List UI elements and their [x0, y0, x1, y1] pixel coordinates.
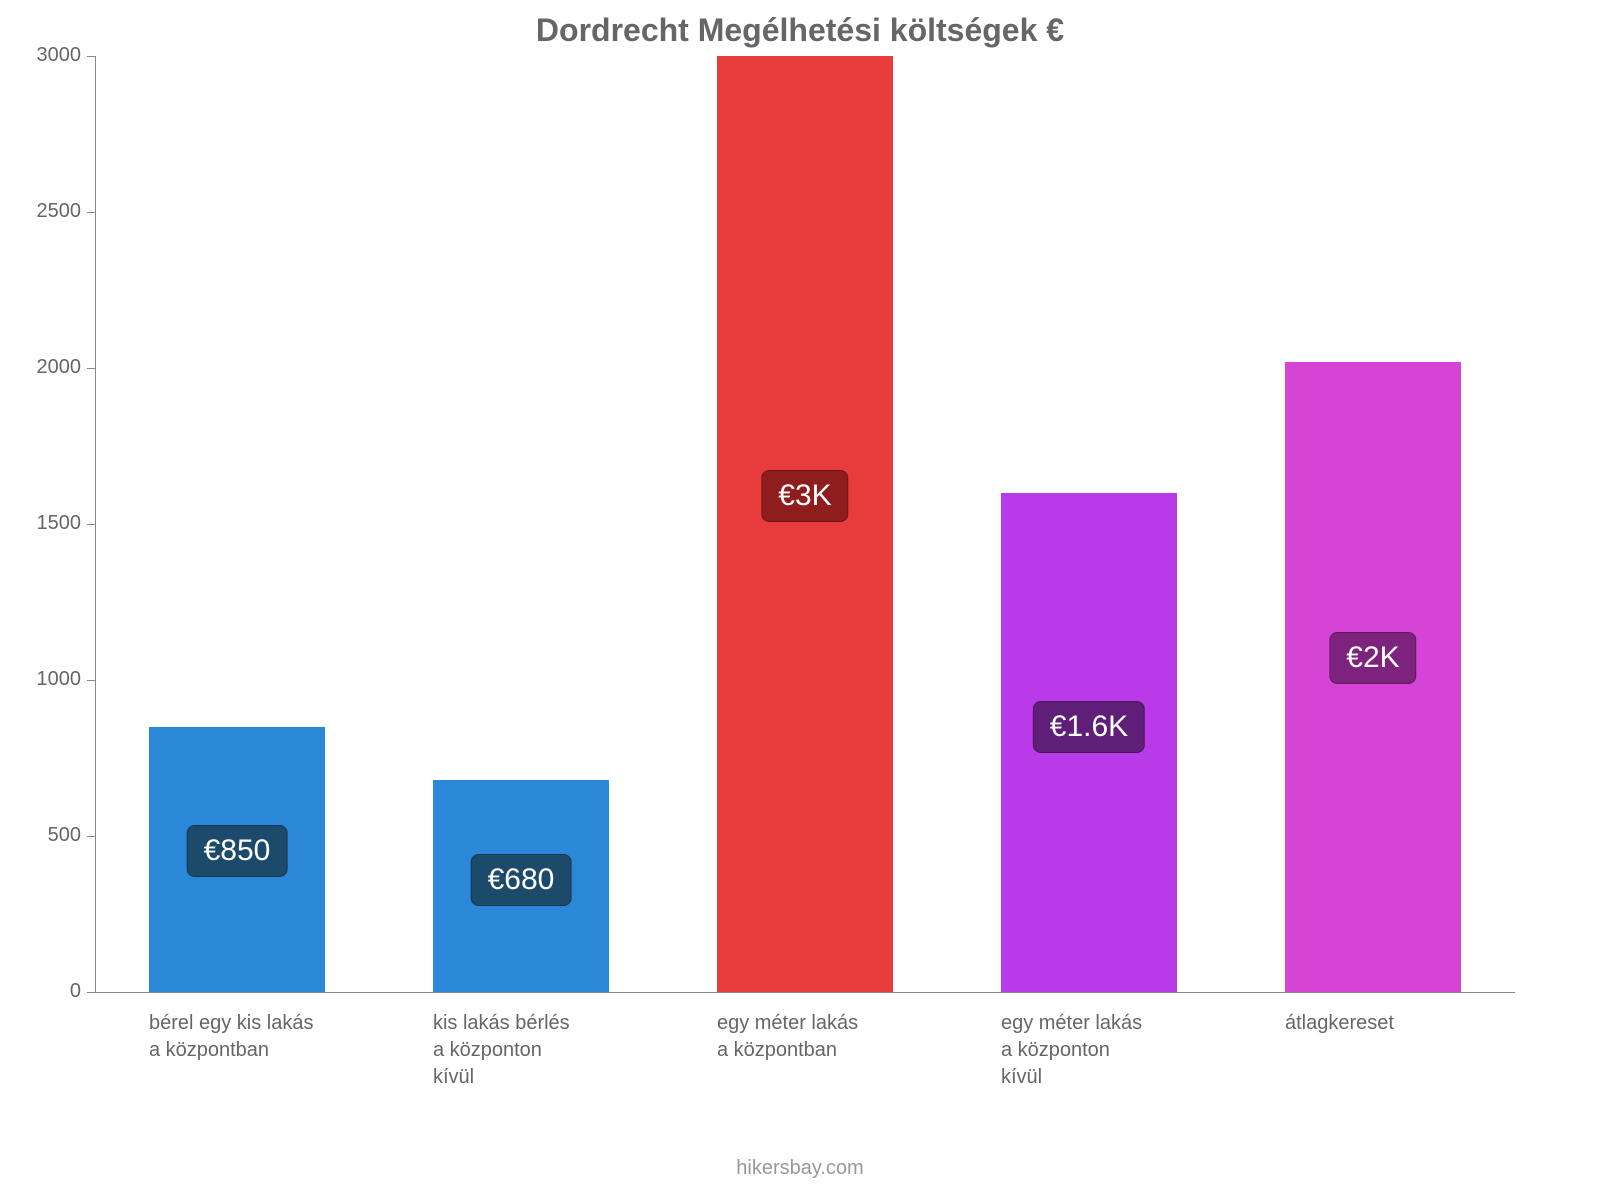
chart-container: Dordrecht Megélhetési költségek € 0 500 10…: [0, 0, 1600, 1200]
bar-value-label: €2K: [1329, 632, 1416, 684]
y-tick-mark: [87, 56, 95, 57]
x-category-label: egy méter lakása központban: [717, 1010, 893, 1064]
y-tick-label: 0: [0, 980, 81, 1003]
y-tick-label: 3000: [0, 44, 81, 67]
y-tick-mark: [87, 368, 95, 369]
bar-value-label: €850: [187, 825, 288, 877]
y-tick-mark: [87, 992, 95, 993]
y-tick-mark: [87, 524, 95, 525]
bar-value-label: €3K: [761, 470, 848, 522]
x-category-label: egy méter lakása központonkívül: [1001, 1010, 1177, 1091]
y-tick-mark: [87, 680, 95, 681]
x-axis-line: [95, 992, 1515, 993]
chart-title: Dordrecht Megélhetési költségek €: [0, 12, 1600, 49]
y-tick-mark: [87, 212, 95, 213]
chart-bar: [717, 56, 893, 992]
bar-value-label: €680: [471, 854, 572, 906]
y-tick-label: 1500: [0, 512, 81, 535]
footer-credit: hikersbay.com: [0, 1157, 1600, 1180]
x-category-label: kis lakás bérlésa központonkívül: [433, 1010, 609, 1091]
y-tick-mark: [87, 836, 95, 837]
x-category-label: átlagkereset: [1285, 1010, 1461, 1037]
bar-value-label: €1.6K: [1033, 701, 1145, 753]
y-tick-label: 1000: [0, 668, 81, 691]
plot-area: €850 €680 €3K €1.6K €2K: [95, 56, 1515, 992]
y-tick-label: 500: [0, 824, 81, 847]
y-tick-label: 2000: [0, 356, 81, 379]
x-category-label: bérel egy kis lakása központban: [149, 1010, 325, 1064]
y-tick-label: 2500: [0, 200, 81, 223]
